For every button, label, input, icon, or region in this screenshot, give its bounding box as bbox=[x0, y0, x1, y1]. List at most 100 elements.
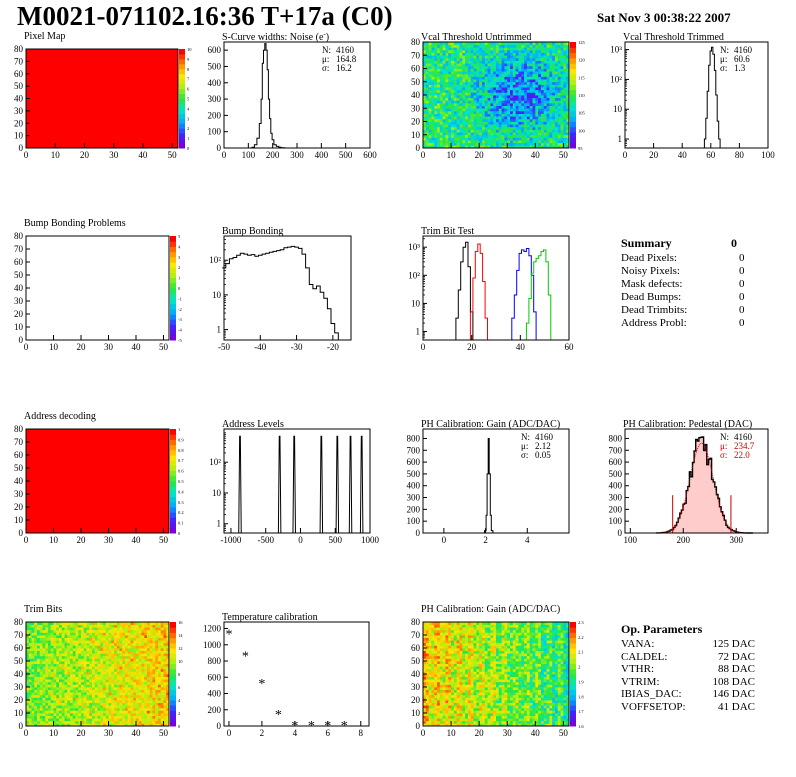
heatmap-cell bbox=[136, 664, 139, 667]
heatmap-cell bbox=[117, 658, 120, 661]
heatmap-cell bbox=[155, 658, 158, 661]
heatmap-cell bbox=[144, 669, 147, 672]
heatmap-cell bbox=[499, 111, 502, 114]
heatmap-cell bbox=[476, 84, 479, 87]
heatmap-cell bbox=[70, 625, 73, 628]
heatmap-cell bbox=[535, 111, 538, 114]
heatmap-cell bbox=[468, 111, 471, 114]
heatmap-cell bbox=[65, 643, 68, 646]
heatmap-cell bbox=[70, 630, 73, 633]
heatmap-cell bbox=[561, 129, 564, 132]
heatmap-cell bbox=[128, 684, 131, 687]
heatmap-cell bbox=[95, 703, 98, 706]
heatmap-cell bbox=[493, 108, 496, 111]
x-tick-label: 500 bbox=[339, 150, 353, 160]
heatmap-cell bbox=[468, 71, 471, 74]
heatmap-cell bbox=[490, 98, 493, 101]
heatmap-cell bbox=[67, 716, 70, 719]
heatmap-cell bbox=[120, 713, 123, 716]
heatmap-cell bbox=[155, 653, 158, 656]
heatmap-cell bbox=[429, 95, 432, 98]
heatmap-cell bbox=[70, 692, 73, 695]
heatmap-cell bbox=[499, 76, 502, 79]
heatmap-cell bbox=[43, 653, 46, 656]
heatmap-cell bbox=[65, 690, 68, 693]
heatmap-cell bbox=[92, 666, 95, 669]
heatmap-cell bbox=[56, 635, 59, 638]
heatmap-cell bbox=[114, 664, 117, 667]
heatmap-cell bbox=[431, 682, 434, 685]
x-tick-label: 10 bbox=[51, 150, 61, 160]
heatmap-cell bbox=[426, 643, 429, 646]
heatmap-cell bbox=[133, 630, 136, 633]
heatmap-cell bbox=[457, 47, 460, 50]
heatmap-cell bbox=[29, 690, 32, 693]
heatmap-cell bbox=[561, 106, 564, 109]
heatmap-cell bbox=[67, 645, 70, 648]
heatmap-cell bbox=[474, 76, 477, 79]
x-tick-label: 10 bbox=[49, 728, 59, 738]
palette-label: 6 bbox=[178, 685, 181, 690]
heatmap-cell bbox=[541, 82, 544, 85]
heatmap-cell bbox=[451, 140, 454, 143]
heatmap-cell bbox=[150, 635, 153, 638]
heatmap-cell bbox=[84, 718, 87, 721]
heatmap-cell bbox=[106, 640, 109, 643]
heatmap-cell bbox=[100, 632, 103, 635]
heatmap-cell bbox=[109, 684, 112, 687]
heatmap-cell bbox=[109, 658, 112, 661]
heatmap-cell bbox=[109, 640, 112, 643]
heatmap-cell bbox=[490, 116, 493, 119]
heatmap-cell bbox=[561, 63, 564, 66]
heatmap-cell bbox=[451, 76, 454, 79]
x-tick-label: 50 bbox=[168, 150, 178, 160]
heatmap-cell bbox=[429, 684, 432, 687]
heatmap-cell bbox=[499, 122, 502, 125]
heatmap-cell bbox=[558, 55, 561, 58]
heatmap-cell bbox=[499, 98, 502, 101]
heatmap-cell bbox=[92, 645, 95, 648]
heatmap-cell bbox=[535, 58, 538, 61]
heatmap-cell bbox=[474, 79, 477, 82]
heatmap-cell bbox=[114, 671, 117, 674]
heatmap-cell bbox=[56, 710, 59, 713]
heatmap-cell bbox=[429, 716, 432, 719]
palette-segment bbox=[170, 324, 176, 330]
heatmap-cell bbox=[488, 95, 491, 98]
heatmap-cell bbox=[510, 108, 513, 111]
heatmap-cell bbox=[541, 122, 544, 125]
heatmap-cell bbox=[51, 713, 54, 716]
heatmap-cell bbox=[443, 82, 446, 85]
palette-segment bbox=[170, 471, 176, 477]
heatmap-cell bbox=[451, 114, 454, 117]
heatmap-cell bbox=[538, 100, 541, 103]
heatmap-cell bbox=[521, 98, 524, 101]
heatmap-cell bbox=[43, 718, 46, 721]
heatmap-cell bbox=[70, 669, 73, 672]
heatmap-cell bbox=[547, 76, 550, 79]
heatmap-cell bbox=[454, 137, 457, 140]
heatmap-cell bbox=[429, 84, 432, 87]
heatmap-cell bbox=[471, 98, 474, 101]
heatmap-cell bbox=[493, 137, 496, 140]
heatmap-cell bbox=[429, 713, 432, 716]
heatmap-cell bbox=[67, 671, 70, 674]
heatmap-cell bbox=[426, 100, 429, 103]
heatmap-cell bbox=[73, 674, 76, 677]
heatmap-cell bbox=[429, 635, 432, 638]
palette-segment bbox=[170, 309, 176, 315]
heatmap-cell bbox=[136, 708, 139, 711]
heatmap-cell bbox=[555, 111, 558, 114]
heatmap-cell bbox=[479, 74, 482, 77]
heatmap-cell bbox=[92, 638, 95, 641]
heatmap-cell bbox=[493, 119, 496, 122]
heatmap-cell bbox=[502, 143, 505, 146]
heatmap-cell bbox=[92, 679, 95, 682]
heatmap-cell bbox=[488, 63, 491, 66]
heatmap-cell bbox=[128, 625, 131, 628]
heatmap-cell bbox=[155, 666, 158, 669]
heatmap-cell bbox=[128, 666, 131, 669]
heatmap-cell bbox=[87, 679, 90, 682]
heatmap-cell bbox=[161, 716, 164, 719]
